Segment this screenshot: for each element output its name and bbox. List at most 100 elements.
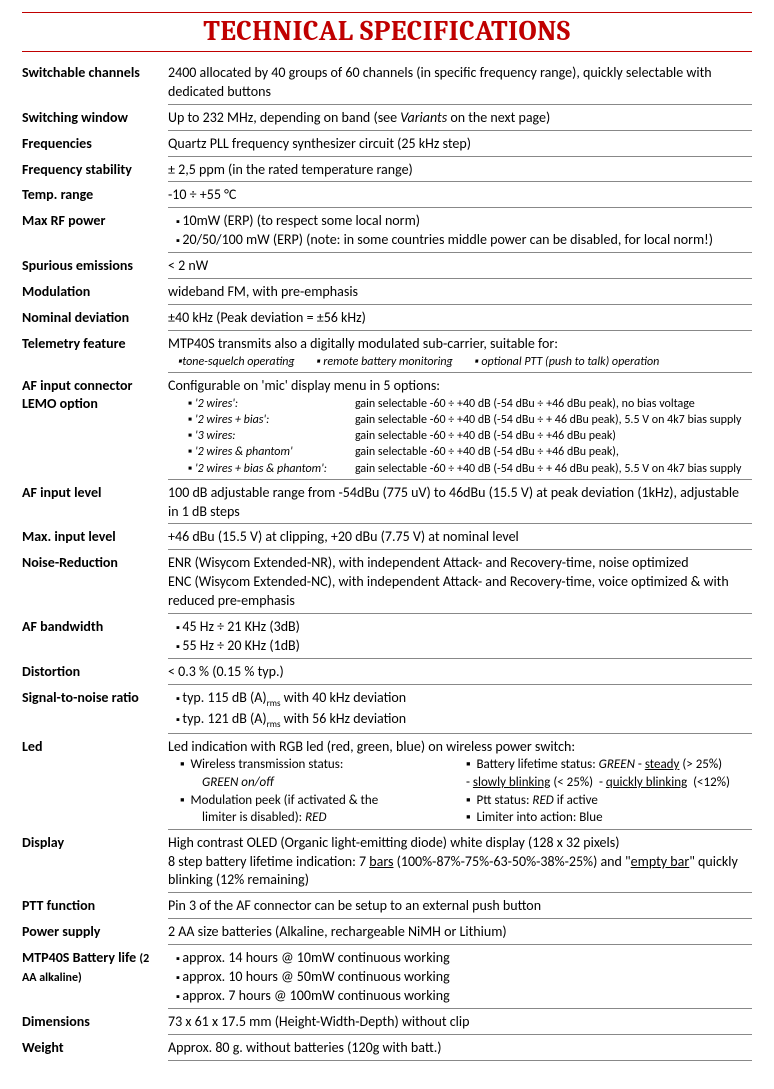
value: Configurable on 'mic' display menu in 5 … — [168, 375, 752, 480]
value: 2 AA size batteries (Alkaline, rechargea… — [168, 921, 752, 945]
label-text-2: LEMO option — [22, 395, 98, 412]
row-af-input-level: AF input level 100 dB adjustable range f… — [22, 482, 752, 525]
led-col-right: ▪ Battery lifetime status: GREEN - stead… — [466, 756, 752, 826]
row-ptt: PTT function Pin 3 of the AF connector c… — [22, 895, 752, 919]
value: High contrast OLED (Organic light-emitti… — [168, 832, 752, 894]
label: Switchable channels — [22, 62, 168, 82]
list-item: ▪ Modulation peek (if activated & the — [180, 792, 466, 810]
list-item: optional PTT (push to talk) operation — [481, 355, 659, 369]
lead-text: Led indication with RGB led (red, green,… — [168, 738, 752, 757]
list-item: 45 Hz ÷ 21 KHz (3dB) — [168, 618, 752, 637]
option-list: ▪ '2 wires':gain selectable -60 ÷ +40 dB… — [168, 396, 752, 477]
list-item-sub: limiter is disabled): RED — [180, 809, 466, 827]
list-item: 55 Hz ÷ 20 KHz (1dB) — [168, 637, 752, 656]
row-noise-reduction: Noise-Reduction ENR (Wisycom Extended-NR… — [22, 552, 752, 614]
sub-items: ▪tone-squelch operating ▪ remote battery… — [168, 354, 752, 370]
row-af-input-connector: AF input connector LEMO option Configura… — [22, 375, 752, 480]
value: < 2 nW — [168, 255, 752, 279]
row-modulation: Modulation wideband FM, with pre-emphasi… — [22, 281, 752, 305]
row-weight: Weight Approx. 80 g. without batteries (… — [22, 1037, 752, 1061]
row-switching-window: Switching window Up to 232 MHz, dependin… — [22, 107, 752, 131]
list-item: ▪ '2 wires + bias':gain selectable -60 ÷… — [188, 412, 752, 428]
label-text: MTP40S Battery life — [22, 949, 136, 966]
list-item: ▪ Wireless transmission status: — [180, 756, 466, 774]
label: PTT function — [22, 895, 168, 915]
line: ENR (Wisycom Extended-NR), with independ… — [168, 554, 752, 573]
row-power-supply: Power supply 2 AA size batteries (Alkali… — [22, 921, 752, 945]
label: Noise-Reduction — [22, 552, 168, 572]
row-led: Led Led indication with RGB led (red, gr… — [22, 736, 752, 830]
label: Display — [22, 832, 168, 852]
label: Weight — [22, 1037, 168, 1057]
label: Frequency stability — [22, 159, 168, 179]
list-item-sub: GREEN on/off — [180, 774, 466, 792]
list-item: tone-squelch operating — [182, 355, 294, 369]
label: Max RF power — [22, 210, 168, 230]
value: < 0.3 % (0.15 % typ.) — [168, 661, 752, 685]
line: High contrast OLED (Organic light-emitti… — [168, 834, 752, 853]
row-temp-range: Temp. range -10 ÷ +55 °C — [22, 184, 752, 208]
list-item: 20/50/100 mW (ERP) (note: in some countr… — [168, 231, 752, 250]
list-item: remote battery monitoring — [323, 355, 452, 369]
line: 8 step battery lifetime indication: 7 ba… — [168, 853, 752, 891]
list-item: ▪ '2 wires':gain selectable -60 ÷ +40 dB… — [188, 396, 752, 412]
row-display: Display High contrast OLED (Organic ligh… — [22, 832, 752, 894]
label: Temp. range — [22, 184, 168, 204]
value: 2400 allocated by 40 groups of 60 channe… — [168, 62, 752, 105]
row-switchable-channels: Switchable channels 2400 allocated by 40… — [22, 62, 752, 105]
row-snr: Signal-to-noise ratio typ. 115 dB (A)rms… — [22, 687, 752, 734]
row-frequencies: Frequencies Quartz PLL frequency synthes… — [22, 133, 752, 157]
list-item: ▪ Ptt status: RED if active — [466, 792, 752, 810]
label: MTP40S Battery life (2 AA alkaline) — [22, 947, 168, 986]
label: Nominal deviation — [22, 307, 168, 327]
list-item: ▪ Battery lifetime status: GREEN - stead… — [466, 756, 752, 774]
label: Telemetry feature — [22, 333, 168, 353]
list-item: ▪ '3 wires:gain selectable -60 ÷ +40 dB … — [188, 428, 752, 444]
lead-text: Configurable on 'mic' display menu in 5 … — [168, 377, 752, 396]
label: Power supply — [22, 921, 168, 941]
label-text: AF input connector — [22, 377, 133, 394]
value: Led indication with RGB led (red, green,… — [168, 736, 752, 830]
value: Quartz PLL frequency synthesizer circuit… — [168, 133, 752, 157]
list-item: ▪ '2 wires & phantom'gain selectable -60… — [188, 444, 752, 460]
page-title: TECHNICAL SPECIFICATIONS — [22, 12, 752, 52]
value: typ. 115 dB (A)rms with 40 kHz deviation… — [168, 687, 752, 734]
label: Modulation — [22, 281, 168, 301]
value: 100 dB adjustable range from -54dBu (775… — [168, 482, 752, 525]
lead-text: MTP40S transmits also a digitally modula… — [168, 335, 752, 354]
value: Up to 232 MHz, depending on band (see Va… — [168, 107, 752, 131]
row-nominal-deviation: Nominal deviation ±40 kHz (Peak deviatio… — [22, 307, 752, 331]
value: Pin 3 of the AF connector can be setup t… — [168, 895, 752, 919]
led-col-left: ▪ Wireless transmission status: GREEN on… — [180, 756, 466, 826]
value: wideband FM, with pre-emphasis — [168, 281, 752, 305]
list-item: ▪ Limiter into action: Blue — [466, 809, 752, 827]
list-item: 10mW (ERP) (to respect some local norm) — [168, 212, 752, 231]
label: AF input connector LEMO option — [22, 375, 168, 413]
value: MTP40S transmits also a digitally modula… — [168, 333, 752, 373]
label: Led — [22, 736, 168, 756]
row-max-rf: Max RF power 10mW (ERP) (to respect some… — [22, 210, 752, 253]
value: 45 Hz ÷ 21 KHz (3dB) 55 Hz ÷ 20 KHz (1dB… — [168, 616, 752, 659]
list-item: approx. 14 hours @ 10mW continuous worki… — [168, 949, 752, 968]
label: Signal-to-noise ratio — [22, 687, 168, 707]
list-item: approx. 10 hours @ 50mW continuous worki… — [168, 968, 752, 987]
label: Switching window — [22, 107, 168, 127]
list-item: typ. 121 dB (A)rms with 56 kHz deviation — [168, 710, 752, 731]
label: Spurious emissions — [22, 255, 168, 275]
row-max-input-level: Max. input level +46 dBu (15.5 V) at cli… — [22, 526, 752, 550]
row-spurious: Spurious emissions < 2 nW — [22, 255, 752, 279]
label: AF bandwidth — [22, 616, 168, 636]
label: AF input level — [22, 482, 168, 502]
value: Approx. 80 g. without batteries (120g wi… — [168, 1037, 752, 1061]
row-freq-stability: Frequency stability ± 2,5 ppm (in the ra… — [22, 159, 752, 183]
value: +46 dBu (15.5 V) at clipping, +20 dBu (7… — [168, 526, 752, 550]
row-dimensions: Dimensions 73 x 61 x 17.5 mm (Height-Wid… — [22, 1011, 752, 1035]
row-af-bandwidth: AF bandwidth 45 Hz ÷ 21 KHz (3dB) 55 Hz … — [22, 616, 752, 659]
list-item: approx. 7 hours @ 100mW continuous worki… — [168, 987, 752, 1006]
row-battery-life: MTP40S Battery life (2 AA alkaline) appr… — [22, 947, 752, 1009]
value: 73 x 61 x 17.5 mm (Height-Width-Depth) w… — [168, 1011, 752, 1035]
value: -10 ÷ +55 °C — [168, 184, 752, 208]
label: Dimensions — [22, 1011, 168, 1031]
value: ENR (Wisycom Extended-NR), with independ… — [168, 552, 752, 614]
value: ±40 kHz (Peak deviation = ±56 kHz) — [168, 307, 752, 331]
